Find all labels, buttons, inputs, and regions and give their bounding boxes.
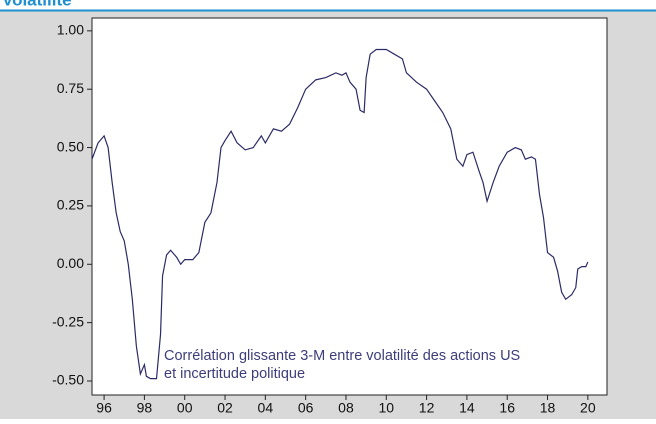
- x-tick-label: 12: [419, 400, 435, 416]
- chart-title: Volatilité: [2, 0, 72, 9]
- y-tick-label: -0.50: [52, 372, 84, 388]
- x-tick-label: 96: [96, 400, 112, 416]
- y-tick-label: 0.00: [57, 255, 84, 271]
- x-tick-label: 14: [459, 400, 475, 416]
- x-tick-label: 04: [258, 400, 274, 416]
- y-tick-label: 0.75: [57, 80, 84, 96]
- annotation: et incertitude politique: [164, 366, 305, 382]
- x-tick-label: 98: [137, 400, 153, 416]
- x-tick-label: 10: [378, 400, 394, 416]
- plot-area: [91, 17, 608, 396]
- x-tick-label: 16: [499, 400, 515, 416]
- x-tick-label: 18: [540, 400, 556, 416]
- line-series: [91, 48, 589, 380]
- x-tick-label: 06: [298, 400, 314, 416]
- y-tick-label: -0.25: [52, 313, 84, 329]
- y-tick-label: 0.25: [57, 197, 84, 213]
- annotation: Corrélation glissante 3-M entre volatili…: [164, 348, 520, 364]
- x-tick-label: 08: [338, 400, 354, 416]
- y-tick-label: 0.50: [57, 138, 84, 154]
- x-tick-label: 00: [177, 400, 193, 416]
- y-tick-label: 1.00: [57, 22, 84, 38]
- x-tick-label: 20: [580, 400, 596, 416]
- header-band: [0, 0, 656, 10]
- x-tick-label: 02: [217, 400, 233, 416]
